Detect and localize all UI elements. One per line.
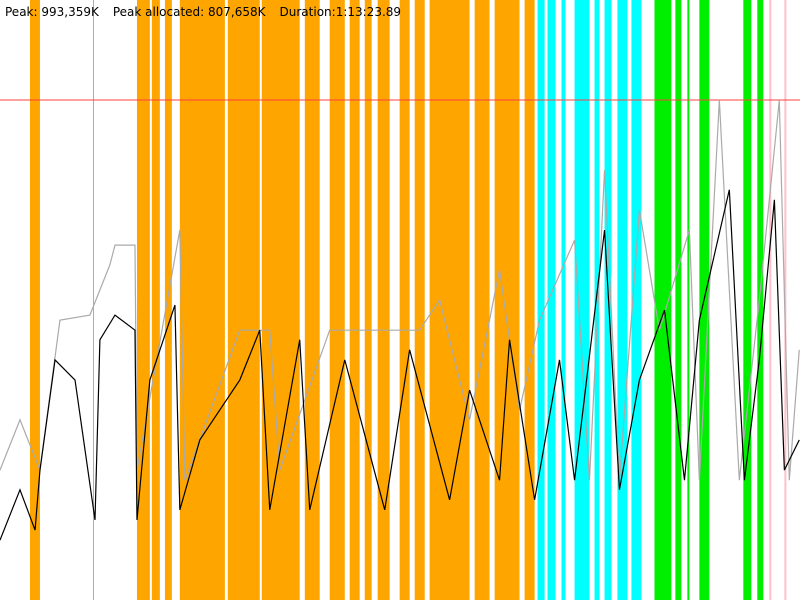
- phase-band-orange: [261, 0, 300, 600]
- series-line-0: [0, 100, 800, 481]
- phase-band-orange: [29, 0, 40, 600]
- phase-band-orange: [179, 0, 225, 600]
- phase-band-orange: [136, 0, 150, 600]
- phase-band-pink: [784, 0, 787, 600]
- duration-label: Duration:1:13:23.89: [279, 5, 402, 19]
- series-line-1: [0, 189, 800, 541]
- phase-band-orange: [377, 0, 390, 600]
- peak-allocated-label: Peak allocated: 807,658K: [112, 5, 266, 19]
- phase-band-orange: [429, 0, 470, 600]
- phase-band-cyan: [561, 0, 566, 600]
- phase-band-orange: [524, 0, 535, 600]
- stats-header: Peak: 993,359K Peak allocated: 807,658K Du…: [5, 5, 415, 19]
- phase-band-cyan: [574, 0, 590, 600]
- phase-band-orange: [164, 0, 172, 600]
- peak-label: Peak: 993,359K: [5, 5, 99, 19]
- phase-band-cyan: [594, 0, 600, 600]
- phase-band-orange: [151, 0, 160, 600]
- phase-band-green: [757, 0, 764, 600]
- phase-band-cyan: [537, 0, 545, 600]
- phase-band-orange: [414, 0, 425, 600]
- phase-band-orange: [304, 0, 320, 600]
- phase-band-cyan: [617, 0, 628, 600]
- phase-band-orange: [474, 0, 490, 600]
- phase-band-pink: [769, 0, 772, 600]
- phase-band-orange: [349, 0, 360, 600]
- phase-band-green: [687, 0, 690, 600]
- phase-band-orange: [364, 0, 372, 600]
- phase-band-orange: [93, 0, 95, 600]
- phase-band-orange: [329, 0, 345, 600]
- phase-band-green: [743, 0, 752, 600]
- phase-band-cyan: [631, 0, 642, 600]
- phase-band-cyan: [547, 0, 556, 600]
- phase-band-green: [654, 0, 672, 600]
- phase-band-orange: [227, 0, 260, 600]
- phase-band-orange: [494, 0, 520, 600]
- phase-band-orange: [399, 0, 410, 600]
- phase-band-green: [675, 0, 682, 600]
